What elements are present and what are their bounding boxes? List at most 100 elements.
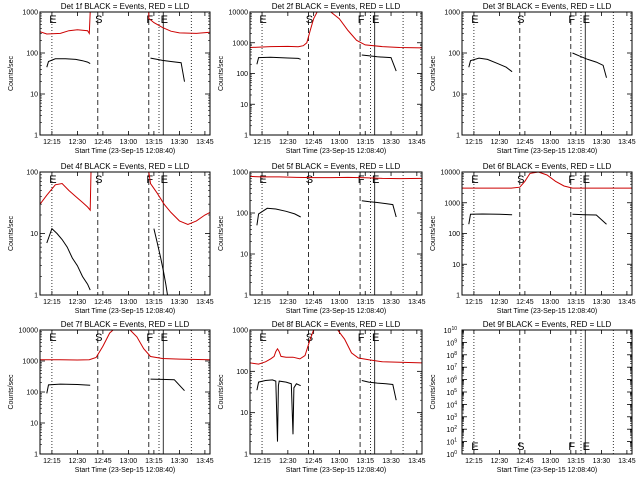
x-tick-label: 13:45 bbox=[618, 299, 636, 306]
plot-frame bbox=[249, 171, 423, 296]
x-tick-label: 13:30 bbox=[382, 458, 400, 465]
panel-title: Det 9f BLACK = Events, RED = LLD bbox=[483, 320, 612, 329]
x-tick-label: 13:30 bbox=[593, 139, 611, 146]
event-label-e: E bbox=[49, 174, 56, 186]
x-tick-label: 12:45 bbox=[516, 458, 534, 465]
y-tick-label: 10 bbox=[30, 92, 38, 99]
y-tick-label: 1000 bbox=[22, 359, 38, 366]
panel-5: Det 5f BLACK = Events, RED = LLD 12:15 12:… bbox=[218, 162, 426, 315]
panel-8: Det 8f BLACK = Events, RED = LLD 12:15 12:… bbox=[218, 320, 426, 474]
x-tick-label: 13:45 bbox=[196, 299, 214, 306]
x-tick-label: 13:15 bbox=[145, 299, 163, 306]
x-tick-label: 13:15 bbox=[356, 139, 374, 146]
x-tick-label: 12:30 bbox=[69, 458, 87, 465]
y-axis-label: Counts/sec bbox=[218, 55, 225, 91]
plot-frame bbox=[461, 11, 633, 136]
x-axis-label: Start Time (23-Sep-15 12:08:40) bbox=[497, 467, 597, 474]
event-label-s: S bbox=[95, 14, 102, 26]
y-tick-label: 1 bbox=[456, 293, 460, 300]
x-tick-label: 13:30 bbox=[171, 139, 189, 146]
event-label-e: E bbox=[372, 174, 379, 186]
y-tick-label: 10 bbox=[30, 421, 38, 428]
x-tick-label: 13:15 bbox=[567, 458, 585, 465]
x-tick-label: 12:45 bbox=[94, 458, 112, 465]
y-tick-label: 10 bbox=[452, 92, 460, 99]
x-tick-label: 13:00 bbox=[120, 458, 138, 465]
x-tick-label: 13:30 bbox=[171, 299, 189, 306]
y-tick-label: 103 bbox=[446, 413, 457, 422]
x-tick-label: 13:00 bbox=[120, 139, 138, 146]
y-tick-label: 10000 bbox=[229, 10, 249, 17]
y-tick-label: 106 bbox=[446, 376, 457, 385]
event-label-f: F bbox=[568, 441, 575, 453]
y-tick-label: 100 bbox=[236, 369, 248, 376]
x-tick-label: 12:15 bbox=[253, 458, 271, 465]
x-tick-label: 12:45 bbox=[516, 299, 534, 306]
x-tick-label: 13:15 bbox=[356, 299, 374, 306]
event-label-f: F bbox=[568, 174, 575, 186]
x-tick-label: 12:45 bbox=[516, 139, 534, 146]
x-tick-label: 13:00 bbox=[331, 299, 349, 306]
y-tick-label: 1000 bbox=[444, 200, 460, 207]
event-label-s: S bbox=[306, 332, 313, 344]
event-label-f: F bbox=[568, 14, 575, 26]
event-label-s: S bbox=[517, 174, 524, 186]
x-axis-label: Start Time (23-Sep-15 12:08:40) bbox=[75, 308, 175, 315]
x-axis-label: Start Time (23-Sep-15 12:08:40) bbox=[286, 148, 386, 155]
series-events-line bbox=[150, 378, 185, 392]
x-axis-label: Start Time (23-Sep-15 12:08:40) bbox=[75, 148, 175, 155]
series-lld-line bbox=[462, 172, 632, 189]
y-tick-label: 1 bbox=[34, 452, 38, 459]
event-label-f: F bbox=[358, 332, 365, 344]
y-tick-label: 108 bbox=[446, 351, 457, 360]
event-label-e: E bbox=[583, 174, 590, 186]
series-events-line bbox=[153, 228, 168, 295]
x-tick-label: 12:30 bbox=[279, 139, 297, 146]
plot-frame bbox=[39, 11, 211, 136]
x-tick-label: 12:30 bbox=[279, 458, 297, 465]
event-label-e: E bbox=[583, 14, 590, 26]
series-events-line bbox=[572, 213, 607, 225]
y-tick-label: 105 bbox=[446, 388, 457, 397]
y-tick-label: 1000 bbox=[232, 170, 248, 177]
panel-3: Det 3f BLACK = Events, RED = LLD 12:15 12:… bbox=[430, 2, 636, 155]
x-tick-label: 12:45 bbox=[94, 299, 112, 306]
x-axis-label: Start Time (23-Sep-15 12:08:40) bbox=[286, 308, 386, 315]
y-tick-label: 1 bbox=[34, 133, 38, 140]
y-axis-label: Counts/sec bbox=[430, 55, 437, 91]
x-tick-label: 13:30 bbox=[171, 458, 189, 465]
panel-1: Det 1f BLACK = Events, RED = LLD 12:15 12:… bbox=[8, 2, 214, 155]
panel-title: Det 7f BLACK = Events, RED = LLD bbox=[61, 320, 190, 329]
x-tick-label: 12:15 bbox=[43, 458, 61, 465]
series-lld-line bbox=[250, 12, 422, 49]
x-tick-label: 13:15 bbox=[356, 458, 374, 465]
y-tick-label: 1000 bbox=[22, 10, 38, 17]
y-tick-label: 10 bbox=[452, 262, 460, 269]
event-label-e: E bbox=[259, 14, 266, 26]
x-tick-label: 13:00 bbox=[331, 458, 349, 465]
event-label-e: E bbox=[471, 14, 478, 26]
y-tick-label: 1 bbox=[244, 293, 248, 300]
event-label-s: S bbox=[306, 14, 313, 26]
y-axis-label: Counts/sec bbox=[218, 215, 225, 251]
x-tick-label: 12:45 bbox=[94, 139, 112, 146]
x-tick-label: 13:15 bbox=[145, 458, 163, 465]
x-tick-label: 12:30 bbox=[69, 299, 87, 306]
series-lld-line bbox=[40, 330, 210, 361]
event-label-e: E bbox=[471, 174, 478, 186]
x-tick-label: 12:15 bbox=[465, 139, 483, 146]
x-tick-label: 13:00 bbox=[120, 299, 138, 306]
y-tick-label: 101 bbox=[446, 438, 457, 447]
series-lld-line bbox=[40, 12, 210, 36]
x-tick-label: 13:30 bbox=[382, 139, 400, 146]
series-lld-line bbox=[250, 175, 422, 180]
plot-frame bbox=[39, 329, 211, 455]
y-tick-label: 1 bbox=[244, 133, 248, 140]
x-tick-label: 13:15 bbox=[567, 139, 585, 146]
x-tick-label: 13:45 bbox=[408, 458, 426, 465]
series-events-line bbox=[46, 383, 91, 394]
x-tick-label: 12:45 bbox=[305, 299, 323, 306]
x-tick-label: 12:45 bbox=[305, 139, 323, 146]
event-label-e: E bbox=[161, 174, 168, 186]
